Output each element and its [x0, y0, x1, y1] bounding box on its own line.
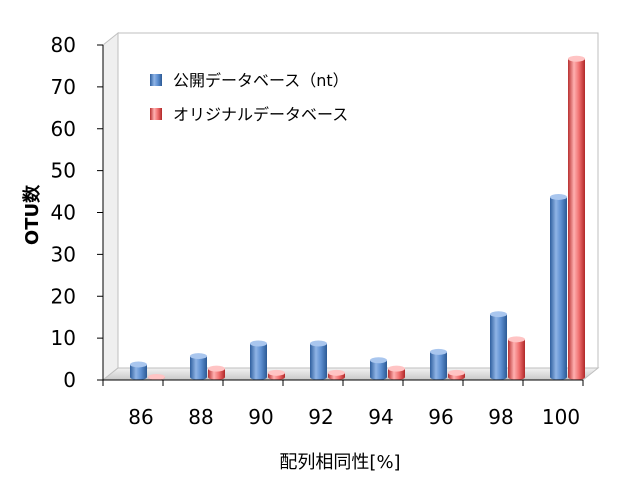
- x-axis-title: 配列相同性[%]: [279, 452, 400, 473]
- bar-cap: [568, 55, 585, 62]
- bar-public-db: [310, 340, 327, 380]
- legend: 公開データベース（nt） オリジナルデータベース: [150, 71, 349, 124]
- bar-body: [508, 339, 525, 380]
- x-tick-label: 98: [488, 405, 513, 429]
- bar-original-db: [148, 374, 165, 380]
- bar-body: [250, 343, 267, 380]
- side-wall: [102, 31, 119, 382]
- bar-body: [208, 368, 225, 380]
- bar-body: [310, 343, 327, 380]
- x-tick-label: 88: [188, 405, 213, 429]
- y-tick-label: 0: [63, 368, 76, 392]
- bar-cap: [208, 365, 225, 372]
- y-axis: 0 10 20 30 40 50 60 70 80: [51, 33, 104, 392]
- bar-body: [130, 364, 147, 380]
- x-tick-label: 96: [428, 405, 453, 429]
- bar-cap: [190, 353, 207, 360]
- bar-body: [190, 356, 207, 380]
- x-tick-label: 94: [368, 405, 393, 429]
- bar-cap: [388, 365, 405, 372]
- bar-cap: [430, 348, 447, 355]
- y-tick-label: 40: [51, 201, 76, 225]
- bar-original-db: [328, 369, 345, 380]
- y-tick-label: 50: [51, 159, 76, 183]
- y-tick-label: 10: [51, 326, 76, 350]
- bar-cap: [268, 369, 285, 376]
- bar-public-db: [490, 311, 507, 380]
- y-axis-title: OTU数: [21, 184, 43, 245]
- back-wall: [117, 32, 599, 369]
- y-tick-label: 60: [51, 117, 76, 141]
- bar-original-db: [508, 336, 525, 380]
- bar-cap: [508, 336, 525, 343]
- legend-label-series-2: オリジナルデータベース: [173, 105, 348, 124]
- bar-cap: [550, 193, 567, 200]
- legend-swatch-series-1: [150, 74, 162, 86]
- bar-original-db: [268, 369, 285, 380]
- bar-body: [388, 368, 405, 380]
- bar-original-db: [568, 55, 585, 380]
- bar-body: [430, 351, 447, 380]
- x-tick-label: 90: [248, 405, 273, 429]
- y-tick-label: 20: [51, 284, 76, 308]
- bar-body: [370, 360, 387, 380]
- legend-swatch-series-2: [150, 108, 162, 120]
- x-tick-label: 92: [308, 405, 333, 429]
- bar-public-db: [550, 193, 567, 380]
- x-tick-label: 86: [128, 405, 153, 429]
- bars: [130, 55, 585, 380]
- bar-original-db: [208, 365, 225, 380]
- y-tick-label: 30: [51, 242, 76, 266]
- bar-public-db: [250, 340, 267, 380]
- bar-public-db: [190, 353, 207, 380]
- bar-cap: [328, 369, 345, 376]
- bar-original-db: [388, 365, 405, 380]
- bar-cap: [130, 361, 147, 368]
- bar-cap: [490, 311, 507, 318]
- legend-label-series-1: 公開データベース（nt）: [173, 71, 349, 90]
- bar-cap: [448, 369, 465, 376]
- x-axis: 86 88 90 92 94 96 98 100: [102, 379, 584, 429]
- y-tick-label: 70: [51, 75, 76, 99]
- bar-cap: [250, 340, 267, 347]
- y-tick-label: 80: [51, 33, 76, 57]
- bar-body: [550, 196, 567, 380]
- bar-public-db: [430, 348, 447, 380]
- bar-body: [568, 58, 585, 380]
- bar-original-db: [448, 369, 465, 380]
- bar-cap: [370, 357, 387, 364]
- bar-cap: [148, 374, 165, 380]
- x-tick-label: 100: [542, 405, 580, 429]
- bar-body: [490, 314, 507, 380]
- bar-public-db: [130, 361, 147, 380]
- bar-public-db: [370, 357, 387, 380]
- bar-cap: [310, 340, 327, 347]
